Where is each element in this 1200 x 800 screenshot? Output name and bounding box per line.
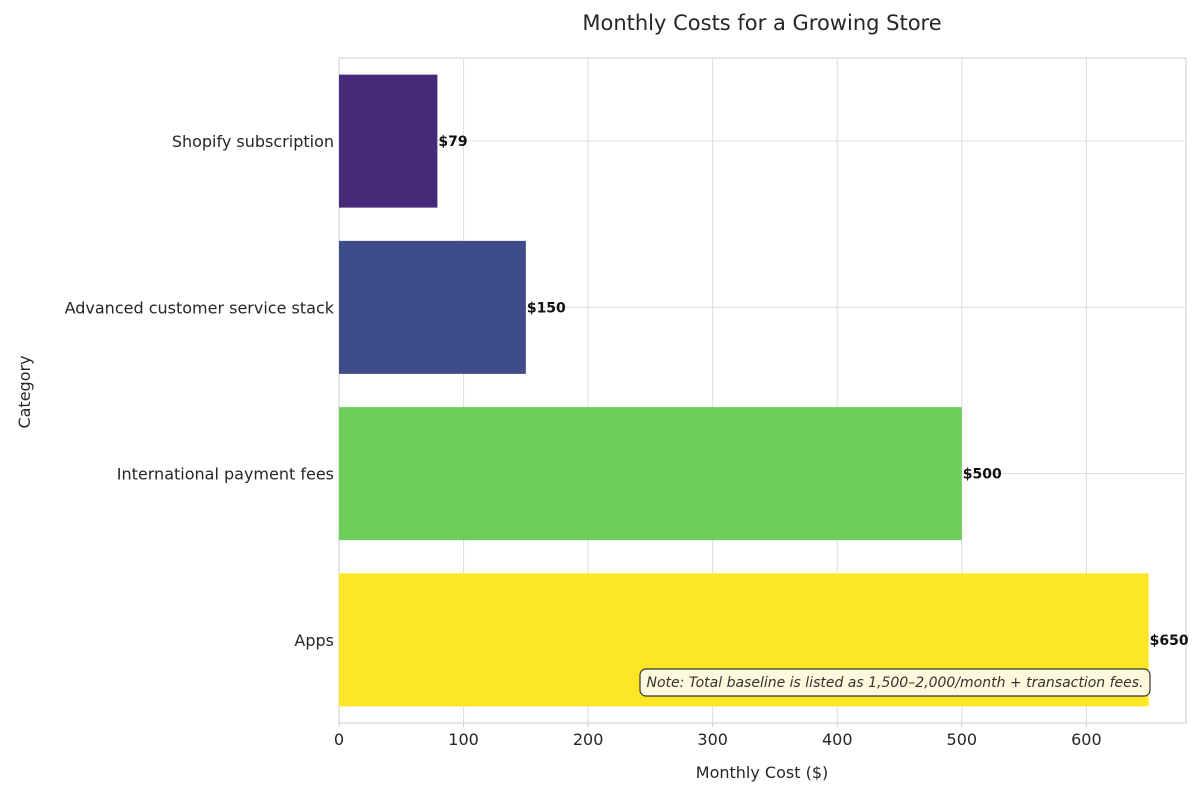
y-tick-label: Shopify subscription bbox=[172, 132, 334, 151]
value-label: $79 bbox=[438, 134, 467, 150]
x-tick-label: 500 bbox=[947, 730, 978, 749]
value-label: $650 bbox=[1150, 633, 1189, 649]
bar bbox=[339, 407, 962, 541]
x-axis-label: Monthly Cost ($) bbox=[696, 763, 828, 782]
value-labels: $79 $150 $500 $650 bbox=[438, 134, 1188, 649]
y-axis-label: Category bbox=[15, 355, 34, 428]
note-box bbox=[639, 668, 1151, 697]
note-annotation: Note: Total baseline is listed as 1,500–… bbox=[639, 668, 1151, 697]
chart-title: Monthly Costs for a Growing Store bbox=[582, 11, 941, 35]
x-tick-label: 100 bbox=[448, 730, 479, 749]
value-label: $150 bbox=[527, 300, 566, 316]
y-tick-label: International payment fees bbox=[117, 465, 334, 484]
bar bbox=[339, 240, 526, 374]
x-tick-label: 200 bbox=[573, 730, 604, 749]
bars bbox=[339, 74, 1149, 707]
y-tick-label: Advanced customer service stack bbox=[65, 298, 335, 317]
x-tick-label: 0 bbox=[334, 730, 344, 749]
x-tick-label: 300 bbox=[697, 730, 728, 749]
y-axis-labels: Shopify subscription Advanced customer se… bbox=[65, 132, 335, 650]
plot-area-border bbox=[338, 57, 1187, 724]
x-tick-label: 400 bbox=[822, 730, 853, 749]
y-tick-label: Apps bbox=[294, 631, 334, 650]
note-text: Note: Total baseline is listed as 1,500–… bbox=[646, 675, 1143, 691]
value-label: $500 bbox=[963, 467, 1002, 483]
bar bbox=[339, 74, 438, 208]
x-tick-label: 600 bbox=[1071, 730, 1102, 749]
x-axis-ticks: 0 100 200 300 400 500 600 bbox=[334, 723, 1102, 749]
